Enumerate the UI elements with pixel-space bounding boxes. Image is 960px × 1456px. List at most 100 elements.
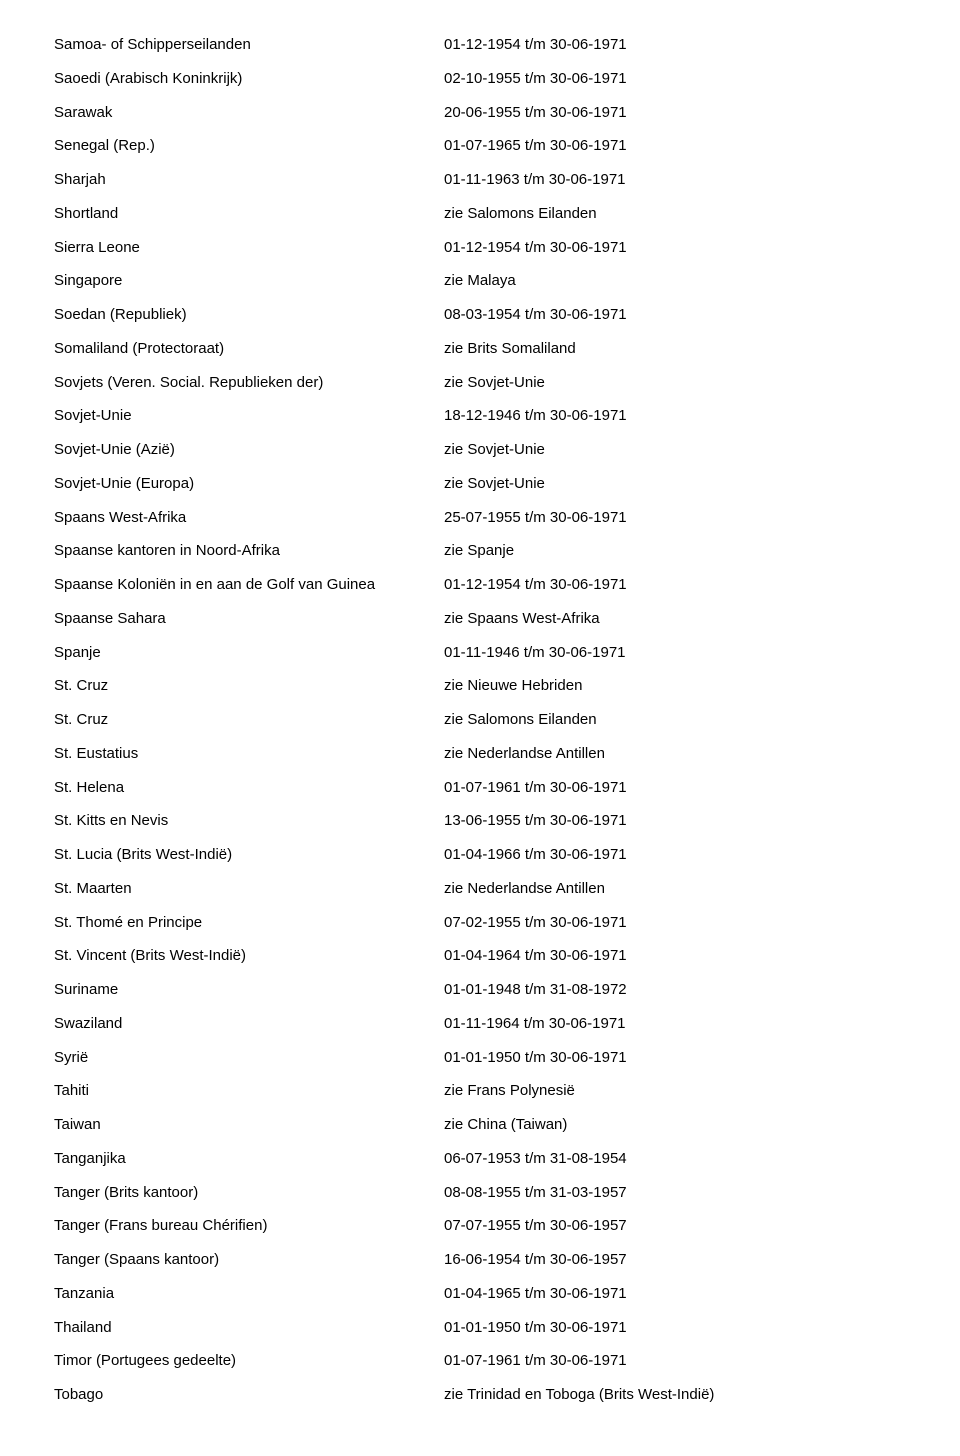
period-or-reference: zie China (Taiwan)	[444, 1116, 804, 1135]
period-or-reference: zie Trinidad en Toboga (Brits West-Indië…	[444, 1386, 804, 1405]
reference-code: I-668	[804, 407, 960, 426]
reference-code: I-741	[804, 509, 960, 528]
table-row: St. Cruzzie Salomons Eilanden	[54, 711, 960, 730]
country-name: St. Cruz	[54, 677, 444, 696]
reference-code: I-742	[804, 576, 960, 595]
period-or-reference: 08-08-1955 t/m 31-03-1957	[444, 1184, 804, 1203]
period-or-reference: 01-01-1948 t/m 31-08-1972	[444, 981, 804, 1000]
period-or-reference: 06-07-1953 t/m 31-08-1954	[444, 1150, 804, 1169]
period-or-reference: 01-07-1965 t/m 30-06-1971	[444, 137, 804, 156]
country-name: Tanganjika	[54, 1150, 444, 1169]
country-name: Syrië	[54, 1049, 444, 1068]
table-row: Swaziland01-11-1964 t/m 30-06-1971I-745	[54, 1015, 960, 1034]
table-row: Tanganjika06-07-1953 t/m 31-08-1954I-680	[54, 1150, 960, 1169]
country-name: Thailand	[54, 1319, 444, 1338]
period-or-reference: 01-04-1966 t/m 30-06-1971	[444, 846, 804, 865]
country-name: Spaanse kantoren in Noord-Afrika	[54, 542, 444, 561]
table-row: Taiwanzie China (Taiwan)	[54, 1116, 960, 1135]
country-name: Taiwan	[54, 1116, 444, 1135]
table-row: St. Eustatiuszie Nederlandse Antillen	[54, 745, 960, 764]
period-or-reference: 01-11-1963 t/m 30-06-1971	[444, 171, 804, 190]
reference-code: I-785	[804, 846, 960, 865]
country-name: St. Vincent (Brits West-Indië)	[54, 947, 444, 966]
table-row: Sovjet-Unie (Azië)zie Sovjet-Unie	[54, 441, 960, 460]
reference-code: I-832	[804, 1319, 960, 1338]
period-or-reference: zie Nederlandse Antillen	[444, 745, 804, 764]
period-or-reference: zie Salomons Eilanden	[444, 205, 804, 224]
reference-code: I-786	[804, 947, 960, 966]
table-row: Suriname01-01-1948 t/m 31-08-1972F37	[54, 981, 960, 1000]
table-row: Tanger (Brits kantoor)08-08-1955 t/m 31-…	[54, 1184, 960, 1203]
reference-code: I-675	[804, 1184, 960, 1203]
table-row: Spaanse kantoren in Noord-Afrikazie Span…	[54, 542, 960, 561]
table-row: Singaporezie Malaya	[54, 272, 960, 291]
period-or-reference: 01-12-1954 t/m 30-06-1971	[444, 36, 804, 55]
reference-code: I-829	[804, 104, 960, 123]
reference-code: I-743	[804, 779, 960, 798]
country-name: St. Lucia (Brits West-Indië)	[54, 846, 444, 865]
country-name: Saoedi (Arabisch Koninkrijk)	[54, 70, 444, 89]
reference-code: I-745	[804, 1015, 960, 1034]
country-name: Timor (Portugees gedeelte)	[54, 1352, 444, 1371]
table-row: St. Lucia (Brits West-Indië)01-04-1966 t…	[54, 846, 960, 865]
period-or-reference: 07-07-1955 t/m 30-06-1957	[444, 1217, 804, 1236]
country-name: Sovjet-Unie	[54, 407, 444, 426]
period-or-reference: 02-10-1955 t/m 30-06-1971	[444, 70, 804, 89]
table-row: Sovjets (Veren. Social. Republieken der)…	[54, 374, 960, 393]
period-or-reference: 01-07-1961 t/m 30-06-1971	[444, 779, 804, 798]
reference-code: I-849	[804, 36, 960, 55]
reference-code: I-704	[804, 1285, 960, 1304]
reference-code: I-669	[804, 644, 960, 663]
country-name: St. Kitts en Nevis	[54, 812, 444, 831]
reference-code: I-830	[804, 171, 960, 190]
reference-code: I-828	[804, 70, 960, 89]
country-name: Samoa- of Schipperseilanden	[54, 36, 444, 55]
country-name: Somaliland (Protectoraat)	[54, 340, 444, 359]
table-row: St. Maartenzie Nederlandse Antillen	[54, 880, 960, 899]
country-name: Singapore	[54, 272, 444, 291]
period-or-reference: zie Spaans West-Afrika	[444, 610, 804, 629]
period-or-reference: 01-04-1965 t/m 30-06-1971	[444, 1285, 804, 1304]
period-or-reference: zie Sovjet-Unie	[444, 441, 804, 460]
reference-code: I-744	[804, 914, 960, 933]
country-index-table: Samoa- of Schipperseilanden01-12-1954 t/…	[54, 36, 960, 1405]
period-or-reference: 01-11-1946 t/m 30-06-1971	[444, 644, 804, 663]
table-row: Sovjet-Unie (Europa)zie Sovjet-Unie	[54, 475, 960, 494]
country-name: St. Helena	[54, 779, 444, 798]
table-row: Samoa- of Schipperseilanden01-12-1954 t/…	[54, 36, 960, 55]
table-row: Soedan (Republiek)08-03-1954 t/m 30-06-1…	[54, 306, 960, 325]
reference-code: I-831	[804, 1049, 960, 1068]
reference-code: I-681	[804, 1217, 960, 1236]
table-row: Tanzania01-04-1965 t/m 30-06-1971I-704	[54, 1285, 960, 1304]
country-name: Tanger (Spaans kantoor)	[54, 1251, 444, 1270]
period-or-reference: 18-12-1946 t/m 30-06-1971	[444, 407, 804, 426]
country-name: St. Eustatius	[54, 745, 444, 764]
period-or-reference: 08-03-1954 t/m 30-06-1971	[444, 306, 804, 325]
table-row: Somaliland (Protectoraat)zie Brits Somal…	[54, 340, 960, 359]
table-row: St. Kitts en Nevis13-06-1955 t/m 30-06-1…	[54, 812, 960, 831]
table-row: Thailand01-01-1950 t/m 30-06-1971I-832	[54, 1319, 960, 1338]
table-row: Timor (Portugees gedeelte)01-07-1961 t/m…	[54, 1352, 960, 1371]
country-name: Sharjah	[54, 171, 444, 190]
period-or-reference: 16-06-1954 t/m 30-06-1957	[444, 1251, 804, 1270]
period-or-reference: zie Spanje	[444, 542, 804, 561]
reference-code: I-682	[804, 1251, 960, 1270]
country-name: Tanger (Brits kantoor)	[54, 1184, 444, 1203]
period-or-reference: 25-07-1955 t/m 30-06-1971	[444, 509, 804, 528]
country-name: Sierra Leone	[54, 239, 444, 258]
country-name: St. Maarten	[54, 880, 444, 899]
table-row: St. Helena01-07-1961 t/m 30-06-1971I-743	[54, 779, 960, 798]
country-name: Tanzania	[54, 1285, 444, 1304]
table-row: Shortlandzie Salomons Eilanden	[54, 205, 960, 224]
country-name: St. Thomé en Principe	[54, 914, 444, 933]
country-name: St. Cruz	[54, 711, 444, 730]
table-row: Saoedi (Arabisch Koninkrijk)02-10-1955 t…	[54, 70, 960, 89]
period-or-reference: 01-07-1961 t/m 30-06-1971	[444, 1352, 804, 1371]
period-or-reference: zie Sovjet-Unie	[444, 475, 804, 494]
period-or-reference: zie Salomons Eilanden	[444, 711, 804, 730]
table-row: Tanger (Frans bureau Chérifien)07-07-195…	[54, 1217, 960, 1236]
country-name: Sovjet-Unie (Europa)	[54, 475, 444, 494]
country-name: Shortland	[54, 205, 444, 224]
table-row: Spanje01-11-1946 t/m 30-06-1971I-669	[54, 644, 960, 663]
country-name: Swaziland	[54, 1015, 444, 1034]
